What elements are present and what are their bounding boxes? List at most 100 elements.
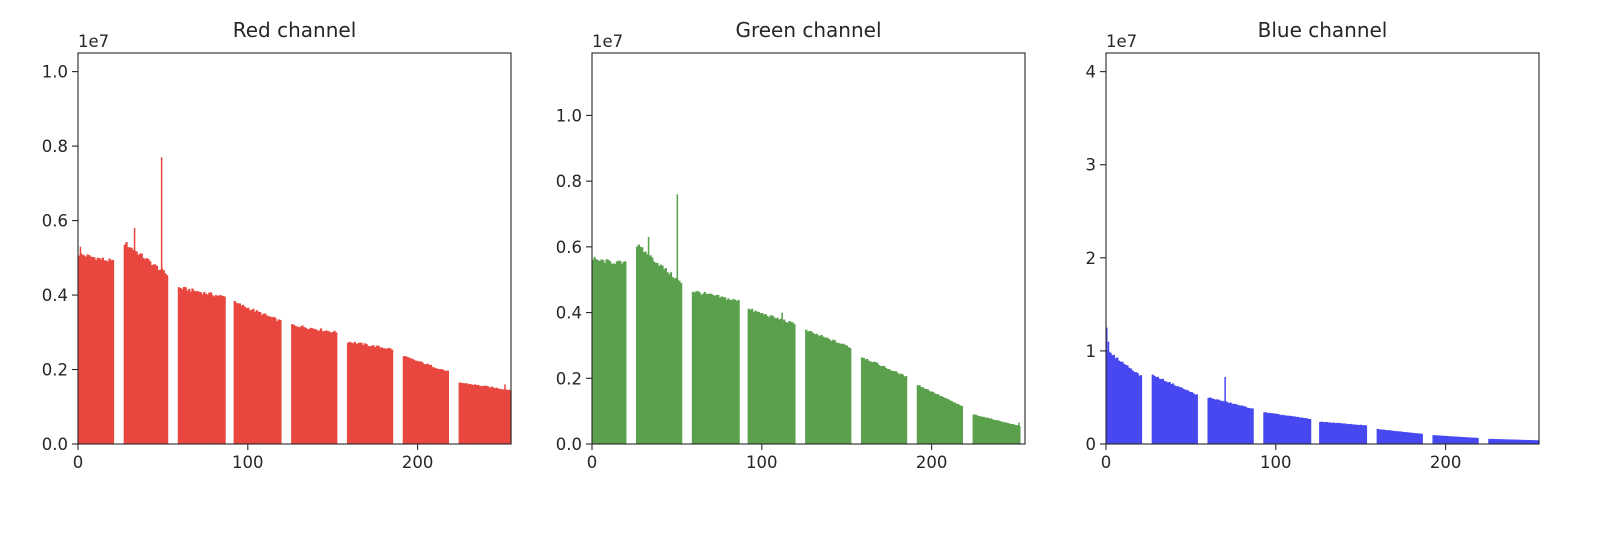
histogram-bar — [1456, 436, 1459, 444]
histogram-bar — [350, 342, 353, 444]
histogram-bar — [1469, 437, 1472, 444]
histogram-bar — [866, 358, 869, 444]
histogram-bar — [605, 259, 608, 444]
histogram-bar — [380, 347, 384, 444]
histogram-bar — [93, 257, 96, 444]
histogram-bar — [384, 348, 387, 444]
histogram-bar — [991, 419, 994, 444]
histogram-bar — [987, 418, 991, 444]
histogram-bar — [840, 343, 843, 444]
histogram-bar — [220, 295, 223, 444]
histogram-bar — [1183, 389, 1187, 444]
histogram-spike-bar — [781, 312, 783, 444]
histogram-bar — [236, 303, 240, 444]
histogram-bar — [111, 259, 115, 444]
histogram-bar — [624, 261, 627, 444]
histogram-bar — [1302, 417, 1305, 444]
histogram-bar — [106, 261, 110, 444]
histogram-bar — [678, 280, 681, 444]
histogram-bar — [321, 331, 324, 444]
histogram-bar — [646, 254, 649, 444]
histogram-bar — [274, 317, 277, 444]
histogram-bar — [245, 308, 248, 444]
histogram-bar — [1229, 402, 1232, 444]
histogram-bar — [402, 356, 406, 444]
histogram-bar — [881, 365, 884, 444]
histogram-bar — [89, 256, 93, 444]
histogram-bar — [177, 287, 181, 444]
histogram-spike-bar — [1107, 341, 1110, 444]
histogram-bar — [238, 303, 241, 444]
histogram-bar — [1188, 391, 1192, 444]
histogram-bar — [661, 265, 664, 444]
histogram-bar — [903, 376, 906, 444]
histogram-bar — [460, 382, 463, 444]
histogram-bar — [879, 366, 882, 444]
histogram-bar — [960, 405, 964, 444]
histogram-bar — [1160, 379, 1163, 444]
histogram-bar — [882, 366, 886, 444]
histogram-bar — [642, 252, 646, 444]
histogram-bar — [140, 253, 143, 444]
histogram-bar — [931, 391, 935, 444]
histogram-bar — [708, 293, 711, 444]
histogram-bar — [1408, 432, 1412, 444]
histogram-bar — [291, 324, 294, 444]
histogram-bar — [1491, 438, 1494, 444]
histogram-bar — [869, 361, 872, 444]
histogram-bar — [757, 311, 761, 444]
histogram-bar — [1263, 412, 1266, 444]
histogram-bar — [668, 274, 671, 444]
histogram-bar — [635, 246, 639, 444]
histogram-bar — [1288, 415, 1291, 444]
histogram-bar — [1354, 424, 1357, 444]
histogram-bar — [260, 314, 263, 444]
histogram-bar — [279, 319, 282, 444]
histogram-bar — [1217, 399, 1220, 444]
histogram-bar — [352, 343, 355, 444]
histogram-bar — [138, 253, 142, 444]
histogram-bar — [874, 361, 877, 444]
histogram-bar — [201, 294, 204, 444]
histogram-bar — [889, 370, 892, 444]
histogram-bar — [1278, 414, 1281, 444]
histogram-bar — [986, 417, 989, 444]
histogram-bar — [764, 314, 767, 444]
histogram-bar — [832, 339, 835, 444]
histogram-bar — [972, 414, 975, 444]
histogram-bar — [1447, 436, 1450, 444]
histogram-bar — [257, 311, 260, 444]
histogram-bar — [1180, 387, 1183, 444]
histogram-spike-bar — [1224, 376, 1226, 444]
histogram-bar — [204, 293, 208, 444]
histogram-bar — [233, 300, 236, 444]
histogram-bar — [1462, 437, 1466, 444]
histogram-bar — [292, 324, 296, 444]
histogram-bar — [1396, 431, 1400, 444]
histogram-bar — [272, 316, 275, 444]
histogram-bar — [612, 263, 615, 444]
chart-panel-1: Red channel 1e7 0 100 200 0.0 0.2 0.4 0.6 0.8 1.0 — [42, 18, 512, 472]
histogram-bar — [997, 420, 1001, 444]
histogram-bar — [485, 385, 488, 444]
histogram-bar — [673, 278, 676, 444]
histogram-bar — [756, 311, 759, 444]
histogram-bar — [306, 328, 309, 444]
histogram-bar — [206, 294, 209, 444]
histogram-bar — [311, 328, 314, 444]
histogram-bar — [659, 264, 662, 444]
histogram-bar — [1153, 375, 1156, 444]
histogram-bar — [297, 327, 301, 444]
histogram-bar — [1330, 422, 1334, 444]
histogram-bar — [864, 359, 867, 444]
histogram-bar — [1232, 403, 1236, 444]
histogram-bar — [1193, 394, 1197, 444]
histogram-bar — [362, 345, 365, 444]
y-tick-label: 1 — [1086, 342, 1097, 361]
histogram-bar — [301, 325, 304, 444]
histogram-bar — [98, 258, 101, 444]
histogram-bar — [1116, 357, 1119, 444]
histogram-bar — [1170, 384, 1173, 444]
histogram-bar — [921, 387, 925, 444]
